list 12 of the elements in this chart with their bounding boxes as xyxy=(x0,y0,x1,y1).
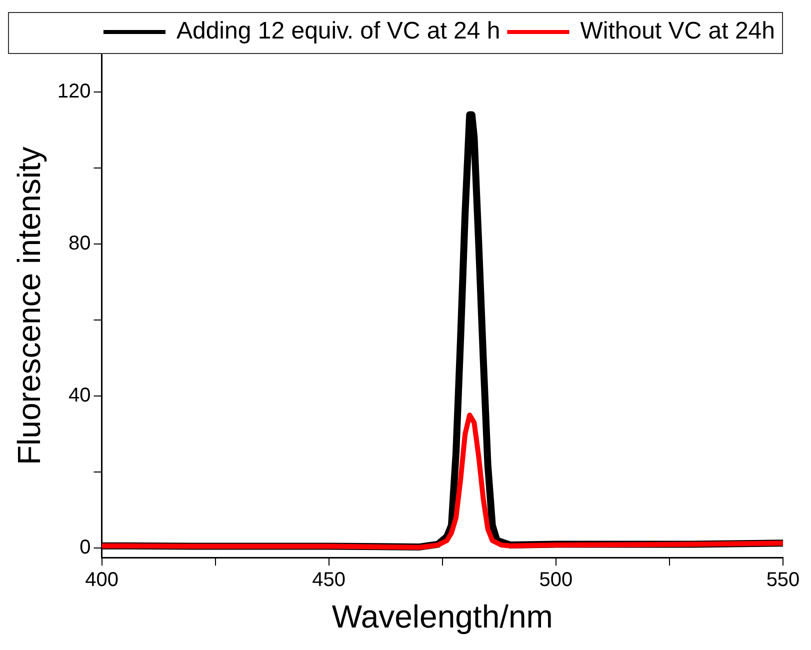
x-axis-title: Wavelength/nm xyxy=(332,598,553,635)
legend-label: Without VC at 24h xyxy=(580,18,775,45)
legend-label: Adding 12 equiv. of VC at 24 h xyxy=(176,18,500,45)
x-tick-label: 500 xyxy=(539,569,573,592)
y-axis-title: Fluorescence intensity xyxy=(11,146,48,465)
x-tick-label: 450 xyxy=(312,569,346,592)
y-tick-label: 40 xyxy=(68,384,91,407)
y-tick-label: 0 xyxy=(80,536,91,559)
x-tick-label: 550 xyxy=(766,569,800,592)
y-tick-label: 80 xyxy=(68,232,91,255)
y-tick-label: 120 xyxy=(57,80,91,103)
x-tick-label: 400 xyxy=(85,569,118,592)
